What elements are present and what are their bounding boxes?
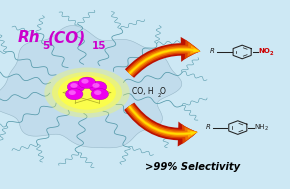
Text: O: O [160, 87, 166, 96]
Circle shape [67, 81, 85, 93]
FancyArrowPatch shape [128, 46, 200, 75]
Circle shape [89, 81, 107, 93]
FancyArrowPatch shape [126, 104, 197, 144]
Ellipse shape [52, 72, 122, 113]
Ellipse shape [58, 76, 116, 110]
Text: (CO): (CO) [48, 30, 86, 45]
Circle shape [70, 83, 78, 88]
Text: CO, H: CO, H [132, 87, 154, 96]
FancyArrowPatch shape [128, 105, 197, 138]
Text: 2: 2 [157, 93, 161, 98]
FancyArrowPatch shape [129, 48, 200, 74]
Ellipse shape [44, 67, 130, 118]
Circle shape [94, 90, 102, 95]
Circle shape [91, 88, 108, 100]
Circle shape [81, 79, 89, 84]
Text: NH: NH [254, 124, 265, 130]
FancyArrowPatch shape [124, 103, 197, 146]
Text: 5: 5 [42, 41, 49, 51]
FancyArrowPatch shape [126, 40, 200, 77]
Text: 2: 2 [265, 126, 269, 131]
Text: R: R [205, 124, 210, 130]
Text: Rh: Rh [17, 30, 40, 45]
Text: 2: 2 [269, 51, 273, 56]
Polygon shape [0, 26, 182, 148]
Text: 15: 15 [92, 41, 106, 51]
FancyArrowPatch shape [127, 43, 200, 76]
Circle shape [66, 88, 83, 100]
FancyArrowPatch shape [128, 106, 197, 135]
FancyArrowPatch shape [127, 104, 197, 141]
Circle shape [78, 77, 96, 88]
Text: >99% Selectivity: >99% Selectivity [145, 162, 240, 172]
Circle shape [92, 83, 100, 88]
FancyArrowPatch shape [125, 37, 200, 78]
Text: R: R [210, 48, 215, 54]
Circle shape [68, 90, 76, 95]
Text: NO: NO [259, 48, 271, 54]
